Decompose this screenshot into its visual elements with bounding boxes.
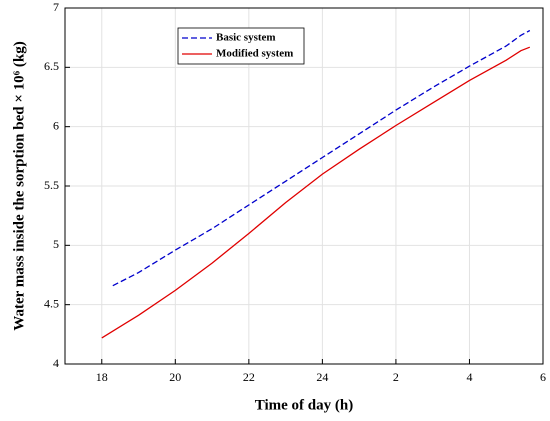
series-line [112, 29, 531, 287]
y-axis-title: Water mass inside the sorption bed × 10⁶… [11, 41, 27, 330]
x-tick-label: 18 [96, 370, 108, 384]
y-tick-label: 5.5 [44, 178, 59, 192]
x-tick-label: 24 [316, 370, 328, 384]
y-tick-label: 4 [53, 356, 59, 370]
x-tick-label: 22 [243, 370, 255, 384]
x-tick-label: 2 [393, 370, 399, 384]
x-tick-label: 4 [466, 370, 472, 384]
y-tick-label: 7 [53, 0, 59, 14]
plot-frame [64, 7, 544, 365]
series-line [101, 46, 531, 339]
legend-label: Basic system [216, 32, 276, 44]
legend-label: Modified system [216, 48, 293, 60]
y-tick-label: 6 [53, 118, 59, 132]
y-tick-label: 5 [53, 237, 59, 251]
x-tick-label: 6 [540, 370, 546, 384]
x-axis-title: Time of day (h) [255, 397, 353, 413]
legend-box [177, 27, 305, 65]
y-tick-label: 4.5 [44, 296, 59, 310]
y-tick-label: 6.5 [44, 59, 59, 73]
x-tick-label: 20 [169, 370, 181, 384]
